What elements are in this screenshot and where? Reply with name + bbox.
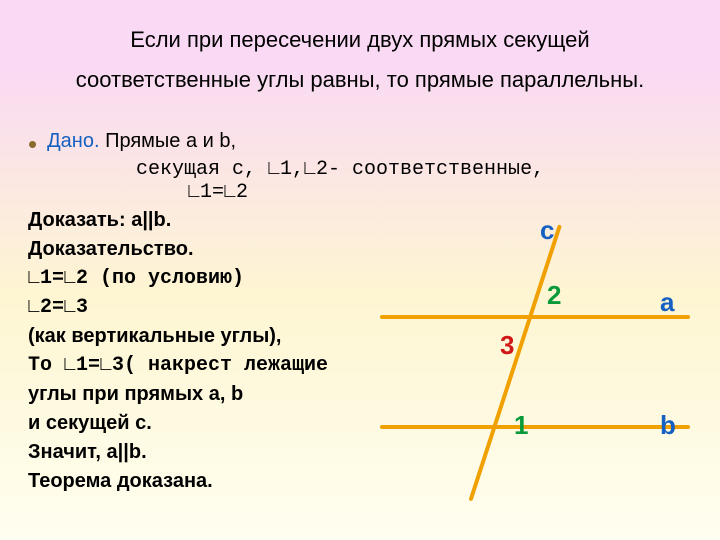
given-line-3: ∟1=∟2: [188, 181, 708, 204]
given-row: • Дано. Прямые a и b,: [28, 130, 708, 154]
label-a: a: [660, 287, 674, 318]
title-line-2: соответственные углы равны, то прямые па…: [76, 67, 644, 92]
slide-title: Если при пересечении двух прямых секущей…: [0, 20, 720, 99]
bullet-icon: •: [28, 134, 37, 154]
slide: Если при пересечении двух прямых секущей…: [0, 0, 720, 540]
given-text: Дано. Прямые a и b,: [47, 130, 236, 153]
line-b: [380, 425, 690, 429]
given-label: Дано.: [47, 130, 99, 152]
given-rest: Прямые a и b,: [100, 130, 237, 152]
label-angle-3: 3: [500, 330, 514, 361]
label-c: с: [540, 215, 554, 246]
label-b: b: [660, 410, 676, 441]
given-line-2: секущая с, ∟1,∟2- соответственные,: [136, 158, 708, 181]
line-a: [380, 315, 690, 319]
line-transversal: [468, 224, 561, 501]
title-line-1: Если при пересечении двух прямых секущей: [130, 27, 589, 52]
label-angle-2: 2: [547, 280, 561, 311]
diagram: с a b 2 3 1: [380, 215, 710, 525]
label-angle-1: 1: [514, 410, 528, 441]
